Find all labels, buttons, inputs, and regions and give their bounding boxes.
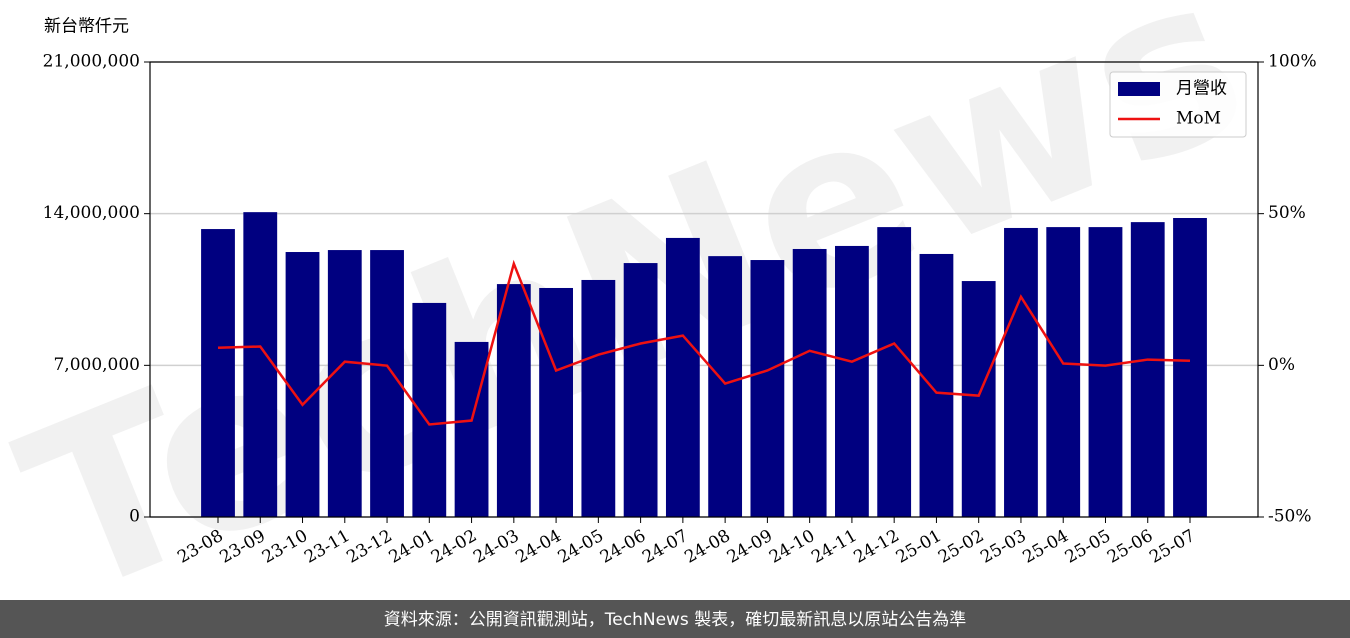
bar: [1173, 218, 1207, 517]
bar: [496, 284, 531, 517]
x-tick-label: 25-01: [893, 526, 945, 568]
bar: [370, 250, 404, 518]
bar: [877, 227, 912, 517]
bar: [919, 253, 954, 517]
footer-bar: [0, 600, 1350, 638]
x-tick-label: 24-03: [470, 526, 522, 568]
bar: [1004, 227, 1038, 517]
y2-tick-label: 0%: [1268, 355, 1295, 375]
bar: [454, 341, 489, 517]
bar: [539, 287, 573, 517]
x-tick-label: 24-07: [639, 526, 691, 568]
x-tick-label: 25-05: [1062, 526, 1114, 568]
bar: [1130, 222, 1165, 517]
mom-line: [217, 259, 1191, 426]
x-tick-label: 25-02: [935, 526, 987, 568]
legend-label: 月營收: [1176, 79, 1227, 99]
bar: [792, 248, 827, 517]
x-tick-label: 24-10: [766, 526, 818, 568]
bar: [623, 263, 658, 517]
legend-swatch: [1118, 82, 1160, 96]
bar: [327, 250, 362, 518]
x-tick-label: 25-03: [977, 526, 1029, 568]
plot-frame: [149, 61, 1259, 518]
y-tick-label: 7,000,000: [53, 355, 140, 375]
bar: [665, 237, 700, 517]
x-tick-label: 24-12: [850, 526, 902, 568]
x-tick-label: 24-04: [512, 526, 564, 568]
bar: [201, 229, 235, 518]
x-tick-label: 25-06: [1104, 526, 1156, 568]
bar: [581, 279, 616, 517]
bar: [961, 281, 996, 517]
source-note: 資料來源：公開資訊觀測站，TechNews 製表，確切最新訊息以原站公告為準: [384, 610, 966, 630]
x-tick-label: 24-06: [597, 526, 649, 568]
x-tick-label: 25-04: [1020, 526, 1072, 568]
legend-label: MoM: [1176, 109, 1221, 129]
bar: [1046, 227, 1081, 517]
x-tick-label: 24-11: [808, 526, 860, 568]
x-tick-label: 24-02: [428, 526, 480, 568]
y-tick-label: 21,000,000: [43, 52, 140, 72]
y2-tick-label: 50%: [1268, 203, 1306, 223]
x-tick-label: 24-09: [724, 526, 776, 568]
x-tick-label: 24-01: [386, 526, 438, 568]
y2-tick-label: 100%: [1268, 52, 1317, 72]
x-tick-label: 25-07: [1146, 526, 1198, 568]
y-tick-label: 0: [129, 507, 140, 527]
bar: [708, 256, 743, 517]
y-tick-label: 14,000,000: [43, 203, 140, 223]
bar: [243, 212, 278, 517]
bar: [750, 260, 785, 517]
x-tick-label: 24-05: [555, 526, 607, 568]
y2-tick-label: -50%: [1268, 507, 1312, 527]
bar: [285, 252, 320, 517]
bar: [1088, 227, 1123, 517]
x-tick-label: 24-08: [681, 526, 733, 568]
bar: [835, 245, 869, 517]
unit-label: 新台幣仟元: [44, 17, 129, 37]
